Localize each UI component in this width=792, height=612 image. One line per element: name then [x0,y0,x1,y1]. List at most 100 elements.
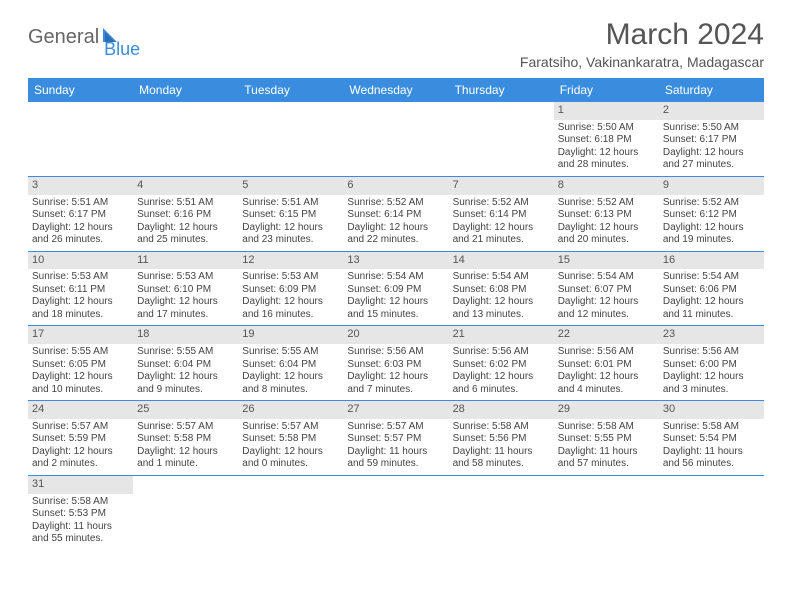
daylight-text: Daylight: 12 hours [242,296,339,309]
daylight-text: Daylight: 12 hours [137,446,234,459]
sunset-text: Sunset: 6:18 PM [558,134,655,147]
daylight-text: Daylight: 12 hours [242,446,339,459]
logo-text-general: General [28,26,99,49]
day-cell: 28Sunrise: 5:58 AMSunset: 5:56 PMDayligh… [449,401,554,475]
day-header-cell: Saturday [659,78,764,102]
day-cell: 17 Sunrise: 5:55 AMSunset: 6:05 PMDayligh… [28,326,133,400]
sunrise-text: Sunrise: 5:51 AM [137,197,234,210]
empty-cell [238,102,343,176]
daylight-text: and 4 minutes. [558,384,655,397]
daylight-text: Daylight: 12 hours [453,296,550,309]
daylight-text: and 3 minutes. [663,384,760,397]
sunrise-text: Sunrise: 5:52 AM [453,197,550,210]
day-cell: 25Sunrise: 5:57 AMSunset: 5:58 PMDayligh… [133,401,238,475]
sunrise-text: Sunrise: 5:54 AM [347,271,444,284]
day-cell: 18Sunrise: 5:55 AMSunset: 6:04 PMDayligh… [133,326,238,400]
daylight-text: and 0 minutes. [242,458,339,471]
sunset-text: Sunset: 6:16 PM [137,209,234,222]
daylight-text: Daylight: 12 hours [32,296,129,309]
daylight-text: and 57 minutes. [558,458,655,471]
daylight-text: and 13 minutes. [453,309,550,322]
daylight-text: Daylight: 12 hours [137,296,234,309]
sunset-text: Sunset: 6:06 PM [663,284,760,297]
day-header-cell: Friday [554,78,659,102]
day-number: 11 [133,252,238,270]
sunset-text: Sunset: 5:55 PM [558,433,655,446]
day-number: 2 [659,102,764,120]
daylight-text: Daylight: 12 hours [242,371,339,384]
sunset-text: Sunset: 6:04 PM [242,359,339,372]
sunset-text: Sunset: 6:10 PM [137,284,234,297]
day-cell: 13Sunrise: 5:54 AMSunset: 6:09 PMDayligh… [343,252,448,326]
sunrise-text: Sunrise: 5:54 AM [453,271,550,284]
sunrise-text: Sunrise: 5:50 AM [558,122,655,135]
logo-text-blue: Blue [104,39,140,60]
daylight-text: and 26 minutes. [32,234,129,247]
day-number: 25 [133,401,238,419]
empty-cell [554,476,659,550]
day-number: 19 [238,326,343,344]
sunrise-text: Sunrise: 5:56 AM [663,346,760,359]
day-cell: 31Sunrise: 5:58 AMSunset: 5:53 PMDayligh… [28,476,133,550]
day-cell: 16Sunrise: 5:54 AMSunset: 6:06 PMDayligh… [659,252,764,326]
sunrise-text: Sunrise: 5:55 AM [32,346,129,359]
title-block: March 2024 Faratsiho, Vakinankaratra, Ma… [520,18,764,70]
daylight-text: and 15 minutes. [347,309,444,322]
daylight-text: and 27 minutes. [663,159,760,172]
daylight-text: and 1 minute. [137,458,234,471]
day-header-cell: Tuesday [238,78,343,102]
daylight-text: Daylight: 11 hours [32,521,129,534]
daylight-text: and 9 minutes. [137,384,234,397]
day-number: 17 [28,326,133,344]
sunset-text: Sunset: 6:05 PM [32,359,129,372]
sunset-text: Sunset: 6:11 PM [32,284,129,297]
day-number: 22 [554,326,659,344]
sunset-text: Sunset: 6:01 PM [558,359,655,372]
sunrise-text: Sunrise: 5:58 AM [453,421,550,434]
day-cell: 23Sunrise: 5:56 AMSunset: 6:00 PMDayligh… [659,326,764,400]
sunset-text: Sunset: 6:03 PM [347,359,444,372]
day-number: 21 [449,326,554,344]
empty-cell [449,476,554,550]
day-cell: 4Sunrise: 5:51 AMSunset: 6:16 PMDaylight… [133,177,238,251]
day-number: 6 [343,177,448,195]
sunrise-text: Sunrise: 5:55 AM [137,346,234,359]
day-number: 4 [133,177,238,195]
day-header-row: SundayMondayTuesdayWednesdayThursdayFrid… [28,78,764,102]
day-number: 29 [554,401,659,419]
empty-cell [659,476,764,550]
sunrise-text: Sunrise: 5:51 AM [242,197,339,210]
sunset-text: Sunset: 5:53 PM [32,508,129,521]
sunset-text: Sunset: 6:17 PM [32,209,129,222]
day-cell: 22Sunrise: 5:56 AMSunset: 6:01 PMDayligh… [554,326,659,400]
daylight-text: and 25 minutes. [137,234,234,247]
daylight-text: and 18 minutes. [32,309,129,322]
day-number: 7 [449,177,554,195]
sunrise-text: Sunrise: 5:56 AM [347,346,444,359]
day-cell: 1Sunrise: 5:50 AMSunset: 6:18 PMDaylight… [554,102,659,176]
sunrise-text: Sunrise: 5:57 AM [347,421,444,434]
location-subtitle: Faratsiho, Vakinankaratra, Madagascar [520,54,764,70]
empty-cell [343,476,448,550]
daylight-text: Daylight: 12 hours [242,222,339,235]
day-cell: 8Sunrise: 5:52 AMSunset: 6:13 PMDaylight… [554,177,659,251]
daylight-text: Daylight: 12 hours [32,371,129,384]
header: General Blue March 2024 Faratsiho, Vakin… [28,18,764,70]
daylight-text: Daylight: 12 hours [663,147,760,160]
sunset-text: Sunset: 6:09 PM [242,284,339,297]
sunrise-text: Sunrise: 5:54 AM [663,271,760,284]
daylight-text: and 28 minutes. [558,159,655,172]
daylight-text: and 23 minutes. [242,234,339,247]
sunrise-text: Sunrise: 5:58 AM [663,421,760,434]
daylight-text: Daylight: 12 hours [32,222,129,235]
sunset-text: Sunset: 5:57 PM [347,433,444,446]
day-cell: 20Sunrise: 5:56 AMSunset: 6:03 PMDayligh… [343,326,448,400]
week-row: 3Sunrise: 5:51 AMSunset: 6:17 PMDaylight… [28,177,764,252]
daylight-text: Daylight: 12 hours [663,296,760,309]
sunset-text: Sunset: 6:14 PM [453,209,550,222]
sunset-text: Sunset: 6:00 PM [663,359,760,372]
sunset-text: Sunset: 6:12 PM [663,209,760,222]
sunrise-text: Sunrise: 5:53 AM [32,271,129,284]
day-number: 14 [449,252,554,270]
daylight-text: and 10 minutes. [32,384,129,397]
